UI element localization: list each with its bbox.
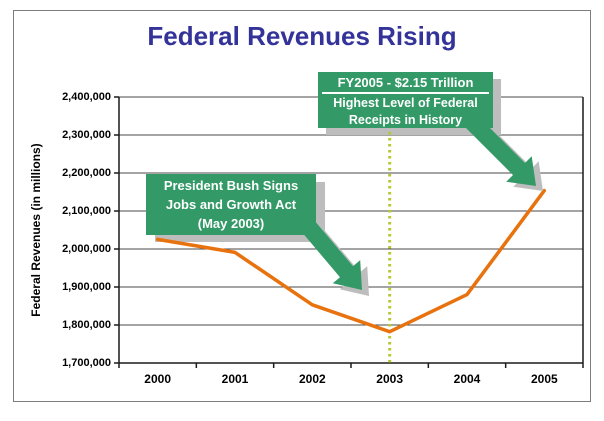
x-tick-label: 2003 [376, 372, 403, 386]
x-tick-label: 2002 [298, 372, 326, 386]
y-tick-label: 1,700,000 [62, 356, 111, 369]
fy2005-callout: FY2005 - $2.15 Trillion Highest Level of… [318, 72, 493, 128]
bush-callout: President Bush Signs Jobs and Growth Act… [146, 174, 316, 235]
fy2005-callout-line2: Highest Level of Federal [333, 96, 478, 110]
y-tick-label: 2,000,000 [62, 242, 111, 255]
x-tick-label: 2004 [453, 372, 481, 386]
y-tick-label: 2,100,000 [62, 204, 111, 217]
x-tick-label: 2001 [221, 372, 249, 386]
x-tick-label: 2000 [144, 372, 171, 386]
x-tick-label: 2005 [530, 372, 558, 386]
bush-callout-line3: (May 2003) [197, 216, 265, 231]
fy2005-arrow-icon [462, 112, 536, 186]
y-tick-label: 1,900,000 [62, 280, 111, 293]
y-tick-label: 2,400,000 [62, 90, 111, 103]
fy2005-callout-line1: FY2005 - $2.15 Trillion [322, 74, 489, 94]
fy2005-callout-line3: Receipts in History [348, 113, 463, 127]
chart-title: Federal Revenues Rising [147, 21, 457, 51]
bush-callout-line1: President Bush Signs [163, 178, 299, 193]
y-tick-label: 2,300,000 [62, 128, 111, 141]
y-tick-label: 2,200,000 [62, 166, 111, 179]
bush-callout-line2: Jobs and Growth Act [165, 197, 297, 212]
y-tick-label: 1,800,000 [62, 318, 111, 331]
